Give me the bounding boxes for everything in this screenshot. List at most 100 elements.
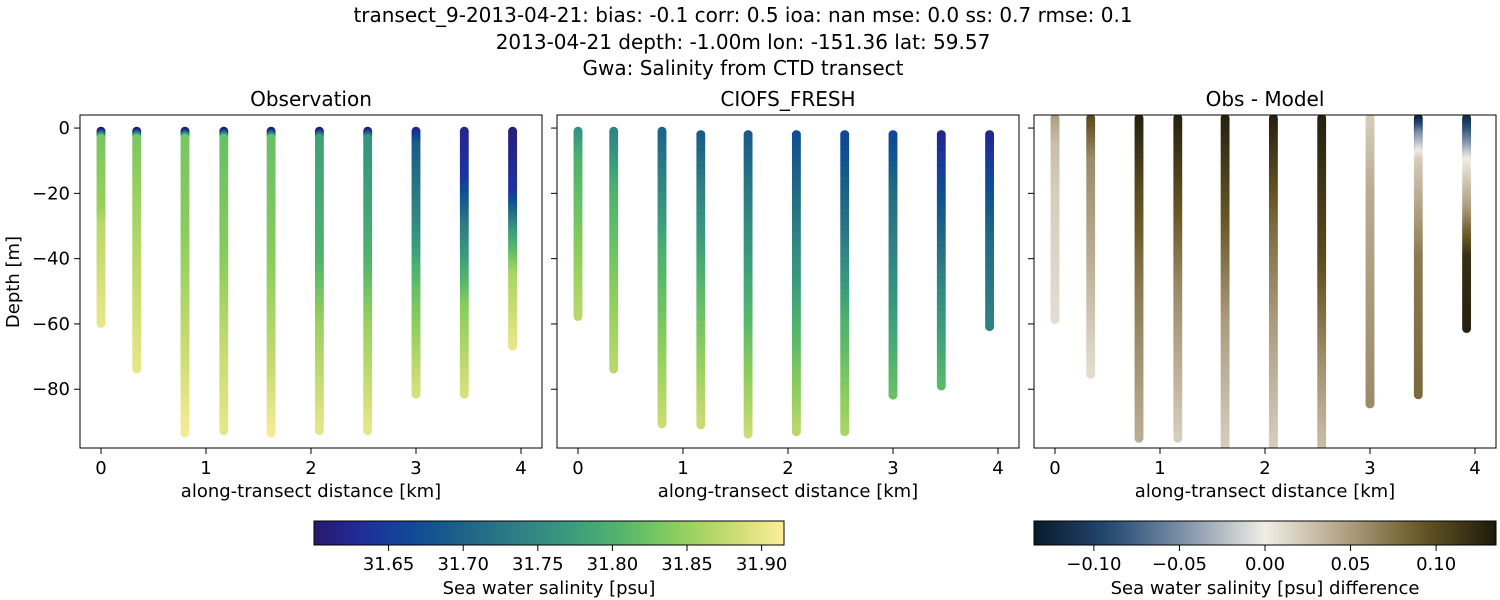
y-axis-ticks: 0 −20 −40 −60 −80 bbox=[32, 118, 80, 400]
data-point bbox=[936, 381, 946, 391]
data-point bbox=[1268, 442, 1278, 448]
x-tick-label: 2 bbox=[1259, 458, 1270, 479]
data-point bbox=[508, 341, 518, 351]
profile-3 bbox=[1173, 115, 1183, 443]
data-point bbox=[314, 426, 324, 436]
profile-6 bbox=[1317, 115, 1327, 448]
data-point bbox=[1365, 399, 1375, 409]
colorbar-tick-label: 31.70 bbox=[437, 554, 489, 575]
profile-1 bbox=[1086, 115, 1096, 379]
colorbar-salinity: 31.65 31.70 31.75 31.80 31.85 31.90 Sea water… bbox=[313, 520, 788, 599]
data-point bbox=[888, 390, 898, 400]
colorbar-tick-label: 0.00 bbox=[1245, 554, 1285, 575]
y-tick-label: −80 bbox=[32, 379, 70, 400]
data-point bbox=[696, 420, 706, 430]
data-point bbox=[411, 389, 421, 399]
profile-5 bbox=[791, 130, 801, 437]
profile-7 bbox=[411, 126, 421, 399]
profile-0 bbox=[96, 126, 106, 328]
data-point bbox=[791, 427, 801, 437]
profile-7 bbox=[888, 130, 898, 400]
profile-4 bbox=[266, 126, 276, 438]
colorbar-label: Sea water salinity [psu] difference bbox=[1111, 578, 1420, 599]
profile-4 bbox=[743, 130, 753, 439]
panel-model: CIOFS_FRESH 0 1 2 3 4 along-transect distanc… bbox=[551, 87, 1020, 502]
colorbar-tick-label: 31.75 bbox=[512, 554, 564, 575]
data-point bbox=[1134, 433, 1144, 443]
profile-6 bbox=[363, 126, 373, 436]
scatter-marks bbox=[573, 126, 995, 439]
profile-1 bbox=[132, 126, 142, 374]
data-point bbox=[573, 311, 583, 321]
colorbar-tick-label: 31.65 bbox=[363, 554, 415, 575]
panel-observation: Observation 0 1 2 3 4 0 −20 −40 −60 −80 along-tr… bbox=[3, 87, 543, 502]
figure-title-line-2: 2013-04-21 depth: -1.00m lon: -151.36 la… bbox=[496, 30, 991, 54]
colorbar-difference: −0.10 −0.05 0.00 0.05 0.10 Sea water salinit… bbox=[1033, 520, 1497, 599]
x-tick-label: 4 bbox=[992, 458, 1003, 479]
y-tick-label: 0 bbox=[59, 118, 70, 139]
y-tick-label: −20 bbox=[32, 183, 70, 204]
data-point bbox=[266, 428, 276, 438]
colorbar-tick-label: 31.90 bbox=[736, 554, 788, 575]
colorbar-ticks: −0.10 −0.05 0.00 0.05 0.10 bbox=[1066, 545, 1456, 575]
figure-title-line-3: Gwa: Salinity from CTD transect bbox=[583, 56, 904, 80]
profile-0 bbox=[573, 126, 583, 321]
x-tick-label: 4 bbox=[515, 458, 526, 479]
axes-frame bbox=[556, 114, 1020, 449]
data-point bbox=[132, 364, 142, 374]
profile-9 bbox=[985, 130, 995, 332]
profile-2 bbox=[1134, 115, 1144, 443]
y-tick-label: −40 bbox=[32, 249, 70, 270]
x-axis-ticks: 0 1 2 3 4 bbox=[572, 448, 1004, 479]
y-axis-ticks bbox=[1028, 127, 1034, 390]
data-point bbox=[1173, 433, 1183, 443]
x-tick-label: 1 bbox=[200, 458, 211, 479]
data-point bbox=[840, 427, 850, 437]
x-tick-label: 1 bbox=[1154, 458, 1165, 479]
data-point bbox=[1462, 324, 1472, 333]
profile-8 bbox=[936, 130, 946, 391]
data-point bbox=[1317, 442, 1327, 448]
profile-1 bbox=[609, 126, 619, 374]
x-tick-label: 2 bbox=[305, 458, 316, 479]
x-tick-label: 0 bbox=[572, 458, 583, 479]
data-point bbox=[657, 419, 667, 429]
colorbar-tick-label: −0.05 bbox=[1152, 554, 1207, 575]
x-tick-label: 3 bbox=[410, 458, 421, 479]
colorbar-tick-label: 0.10 bbox=[1416, 554, 1456, 575]
data-point bbox=[1086, 369, 1096, 379]
x-tick-label: 2 bbox=[782, 458, 793, 479]
profile-5 bbox=[1268, 115, 1278, 448]
profile-8 bbox=[459, 126, 469, 399]
x-axis-ticks: 0 1 2 3 4 bbox=[95, 448, 527, 479]
panel-difference: Obs - Model 0 1 2 3 4 along-transect distanc… bbox=[1028, 87, 1497, 502]
data-point bbox=[1050, 314, 1060, 324]
scatter-marks bbox=[96, 126, 518, 438]
profile-8 bbox=[1413, 115, 1423, 400]
x-tick-label: 3 bbox=[1364, 458, 1375, 479]
data-point bbox=[985, 322, 995, 332]
y-axis-ticks bbox=[551, 127, 557, 390]
x-axis-label: along-transect distance [km] bbox=[1135, 481, 1395, 502]
colorbar-ticks: 31.65 31.70 31.75 31.80 31.85 31.90 bbox=[363, 545, 788, 575]
data-point bbox=[743, 429, 753, 439]
data-point bbox=[363, 426, 373, 436]
colorbar-tick-label: 31.85 bbox=[661, 554, 713, 575]
data-point bbox=[1413, 390, 1423, 400]
profile-3 bbox=[219, 126, 229, 436]
axes-frame bbox=[79, 114, 543, 449]
x-tick-label: 0 bbox=[95, 458, 106, 479]
panel-title: Obs - Model bbox=[1206, 87, 1325, 111]
colorbar-tick-label: 31.80 bbox=[587, 554, 639, 575]
colorbar-gradient bbox=[313, 520, 785, 546]
data-point bbox=[609, 364, 619, 374]
data-point bbox=[180, 428, 190, 438]
profile-3 bbox=[696, 130, 706, 430]
profile-6 bbox=[840, 130, 850, 437]
y-axis-label: Depth [m] bbox=[3, 236, 24, 328]
x-axis-label: along-transect distance [km] bbox=[181, 481, 441, 502]
x-tick-label: 4 bbox=[1469, 458, 1480, 479]
scatter-marks bbox=[1050, 115, 1472, 448]
profile-9 bbox=[508, 126, 518, 351]
